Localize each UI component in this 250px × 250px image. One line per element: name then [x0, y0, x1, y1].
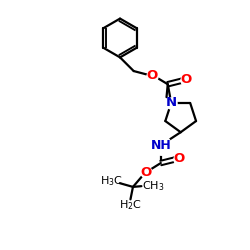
Text: O: O	[140, 166, 151, 179]
Text: CH$_3$: CH$_3$	[142, 179, 164, 192]
Text: N: N	[166, 96, 177, 110]
Text: H$_2$C: H$_2$C	[119, 198, 142, 212]
Text: O: O	[173, 152, 184, 165]
Text: H$_3$C: H$_3$C	[100, 174, 123, 188]
Text: NH: NH	[150, 139, 171, 152]
Text: O: O	[180, 73, 191, 86]
Text: O: O	[146, 69, 157, 82]
